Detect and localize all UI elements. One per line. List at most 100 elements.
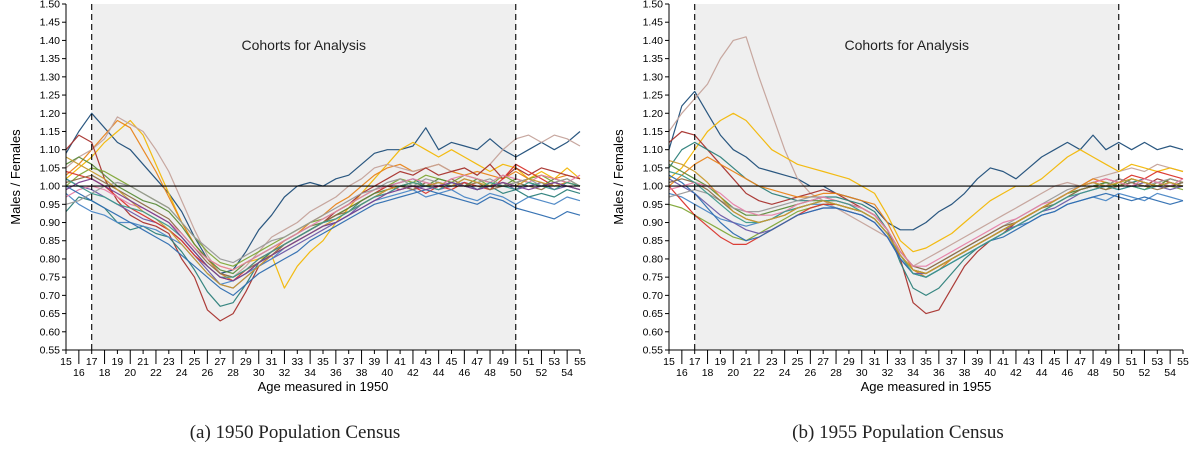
series-line-15 [668,170,1184,278]
x-tick-label: 38 [959,367,971,379]
x-tick-label: 40 [381,367,393,379]
y-tick-label: 0.55 [643,345,664,357]
y-tick-label: 0.90 [643,217,664,229]
y-tick-label: 1.50 [40,0,61,11]
x-tick-label: 42 [1010,367,1022,379]
x-tick-label: 36 [933,367,945,379]
x-tick-label: 30 [253,367,265,379]
x-tick-label: 20 [727,367,739,379]
y-tick-label: 1.45 [40,17,61,29]
chart-panel-1955: Cohorts for Analysis 0.55 0.60 0.65 0.70 0.75… [603,0,1193,467]
y-tick-label: 1.10 [40,144,61,156]
x-tick-label: 17 [86,356,98,368]
x-tick-label: 45 [1049,356,1061,368]
x-tick-label: 53 [548,356,560,368]
x-tick-label: 31 [266,356,278,368]
x-tick-label: 21 [137,356,149,368]
chart-1955: Cohorts for Analysis 0.55 0.60 0.65 0.70 0.75… [611,0,1189,394]
series-line-2 [668,112,1184,253]
series-line-14 [65,178,581,264]
y-tick-label: 0.85 [643,235,664,247]
x-tick-label: 50 [1113,367,1125,379]
x-tick-label: 19 [715,356,727,368]
x-axis-label: Age measured in 1950 [258,379,389,394]
x-tick-label: 27 [817,356,829,368]
y-tick-label: 0.80 [643,253,664,265]
x-tick-label: 34 [304,367,316,379]
x-tick-label: 18 [702,367,714,379]
y-tick-label: 0.65 [643,308,664,320]
y-tick-label: 0.85 [40,235,61,247]
x-tick-label: 29 [843,356,855,368]
x-axis-label: Age measured in 1955 [861,379,992,394]
y-tick-label: 1.25 [643,90,664,102]
y-tick-label: 1.15 [643,126,664,138]
x-tick-label: 42 [407,367,419,379]
x-tick-label: 48 [1087,367,1099,379]
y-tick-label: 0.75 [40,272,61,284]
x-tick-label: 36 [330,367,342,379]
x-tick-label: 33 [894,356,906,368]
x-tick-label: 25 [189,356,201,368]
x-tick-label: 47 [1074,356,1086,368]
y-tick-label: 0.60 [40,326,61,338]
x-tick-label: 45 [446,356,458,368]
x-tick-label: 49 [497,356,509,368]
y-tick-label: 0.80 [40,253,61,265]
x-tick-label: 39 [369,356,381,368]
x-tick-label: 18 [99,367,111,379]
series-line-3 [65,116,581,278]
y-tick-label: 0.60 [643,326,664,338]
x-tick-label: 54 [561,367,573,379]
x-tick-label: 39 [972,356,984,368]
x-tick-label: 25 [792,356,804,368]
y-tick-label: 1.05 [643,162,664,174]
x-tick-label: 50 [510,367,522,379]
shaded-region [694,4,1119,350]
y-axis-label: Males / Females [611,129,626,225]
x-tick-label: 17 [689,356,701,368]
x-tick-label: 46 [1062,367,1074,379]
annotation-label: Cohorts for Analysis [241,37,366,53]
y-tick-label: 1.40 [40,35,61,47]
x-tick-label: 22 [150,367,162,379]
x-tick-label: 32 [882,367,894,379]
x-tick-label: 28 [830,367,842,379]
y-tick-label: 0.65 [40,308,61,320]
caption-1950: (a) 1950 Population Census [189,422,401,443]
y-tick-label: 1.15 [40,126,61,138]
x-tick-label: 40 [984,367,996,379]
y-axis-label: Males / Females [8,129,23,225]
x-tick-label: 52 [1139,367,1151,379]
y-tick-label: 0.95 [643,199,664,211]
y-tick-label: 0.75 [643,272,664,284]
caption-1955: (b) 1955 Population Census [792,422,1004,443]
y-tick-label: 1.35 [40,53,61,65]
x-tick-label: 26 [805,367,817,379]
x-tick-label: 52 [536,367,548,379]
x-tick-label: 19 [112,356,124,368]
x-tick-label: 49 [1100,356,1112,368]
x-tick-label: 15 [663,356,675,368]
x-tick-label: 22 [753,367,765,379]
y-tick-label: 1.25 [40,90,61,102]
y-tick-label: 1.40 [643,35,664,47]
series-line-13 [65,185,581,296]
x-tick-label: 35 [920,356,932,368]
x-tick-label: 43 [1023,356,1035,368]
x-tick-label: 41 [997,356,1009,368]
x-tick-label: 16 [676,367,688,379]
chart-1950: Cohorts for Analysis 0.55 0.60 0.65 0.70 0.75… [8,0,586,394]
x-tick-label: 33 [291,356,303,368]
x-tick-label: 38 [356,367,368,379]
x-tick-label: 44 [1036,367,1048,379]
x-tick-label: 21 [740,356,752,368]
x-tick-label: 37 [343,356,355,368]
x-tick-label: 15 [60,356,72,368]
y-tick-label: 1.35 [643,53,664,65]
annotation-label: Cohorts for Analysis [844,37,969,53]
x-tick-label: 41 [394,356,406,368]
series-line-1 [668,36,1184,267]
x-tick-label: 30 [856,367,868,379]
series-line-16 [65,178,581,278]
